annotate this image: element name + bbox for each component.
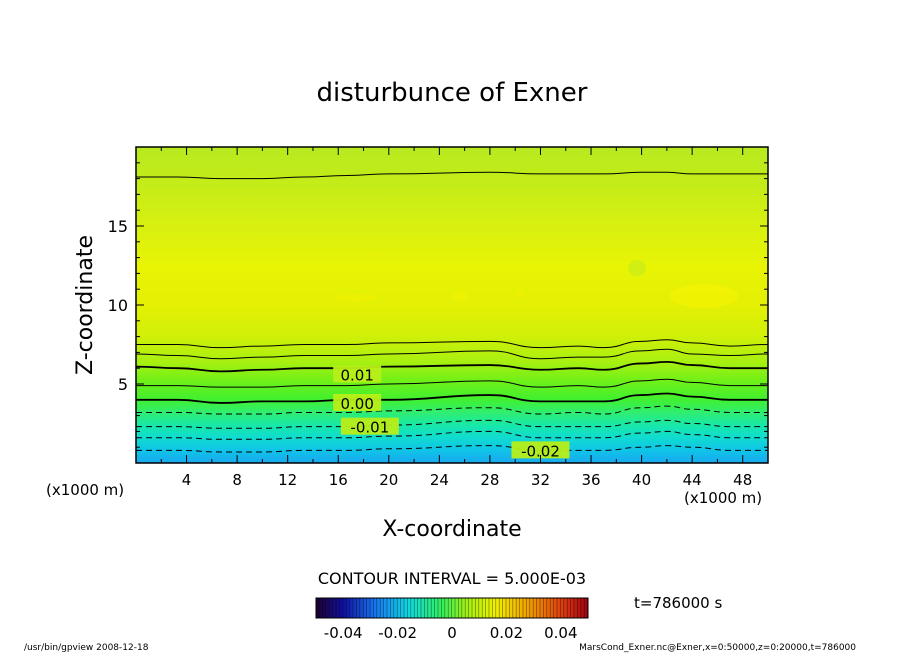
colorbar-tick-label: -0.04 [324,624,363,642]
contour-line-0.005 [136,378,768,388]
footer-right: MarsCond_Exner.nc@Exner,x=0:50000,z=0:20… [579,643,856,653]
contour-label: -0.02 [521,442,560,460]
contour-line-0.02 [136,339,768,349]
contour-label-bg [333,393,382,411]
contour-line--0.005 [136,405,768,415]
contour-label-bg [333,365,382,383]
contour-line-0.015 [136,171,768,180]
x-tick-label: 20 [379,471,398,489]
x-unit-right: (x1000 m) [684,489,762,507]
x-tick-label: 16 [329,471,348,489]
field-highlight [452,291,468,301]
contour-label: 0.00 [340,395,373,413]
contour-line--0.01 [136,419,768,429]
y-tick-label: 15 [108,217,128,236]
x-tick-label: 28 [480,471,499,489]
x-tick-label: 24 [430,471,449,489]
contour-line-0.01 [136,360,768,373]
x-tick-label: 12 [278,471,297,489]
contour-field [136,147,768,463]
field-highlight [336,294,376,302]
colorbar-stripes [318,598,588,618]
x-axis-label: X-coordinate [382,517,521,542]
contour-label: -0.01 [350,419,389,437]
contour-line-0 [136,392,768,404]
colorbar-frame [315,597,589,619]
contour-label-bg [511,441,570,459]
footer-left: /usr/bin/gpview 2008-12-18 [24,643,149,653]
contour-label: 0.01 [340,367,373,385]
field-shade [628,260,646,276]
colorbar-tick-label: 0 [447,624,457,642]
x-tick-label: 4 [182,471,192,489]
colorbar-fill [316,598,588,618]
contour-lines [136,171,768,453]
x-tick-label: 44 [683,471,702,489]
y-axis-label: Z-coordinate [73,235,98,375]
x-tick-label: 32 [531,471,550,489]
colorbar: -0.04 -0.02 0 0.02 0.04 [315,597,589,642]
colorbar-tick-label: -0.02 [378,624,417,642]
contour-line-0.015 [136,348,768,360]
y-tick-label: 5 [118,375,128,394]
contour-line--0.02 [136,445,768,453]
colorbar-tick-label: 0.04 [544,624,577,642]
field-highlight [670,284,738,308]
y-tick-label: 10 [108,296,128,315]
x-tick-label: 40 [632,471,651,489]
contour-line--0.015 [136,430,768,440]
time-label: t=786000 s [634,594,722,612]
field-highlight [514,290,526,298]
x-tick-label: 36 [581,471,600,489]
x-unit-left: (x1000 m) [46,481,124,499]
colorbar-labels: -0.04 -0.02 0 0.02 0.04 [324,624,578,642]
contour-labels: 0.01 0.00 -0.01 -0.02 [333,365,570,460]
x-tick-label: 8 [232,471,242,489]
x-tick-label: 48 [733,471,752,489]
colorbar-tick-label: 0.02 [490,624,523,642]
contour-label-bg [340,417,399,435]
contour-interval-text: CONTOUR INTERVAL = 5.000E-03 [318,569,586,588]
chart-title: disturbunce of Exner [317,78,588,108]
